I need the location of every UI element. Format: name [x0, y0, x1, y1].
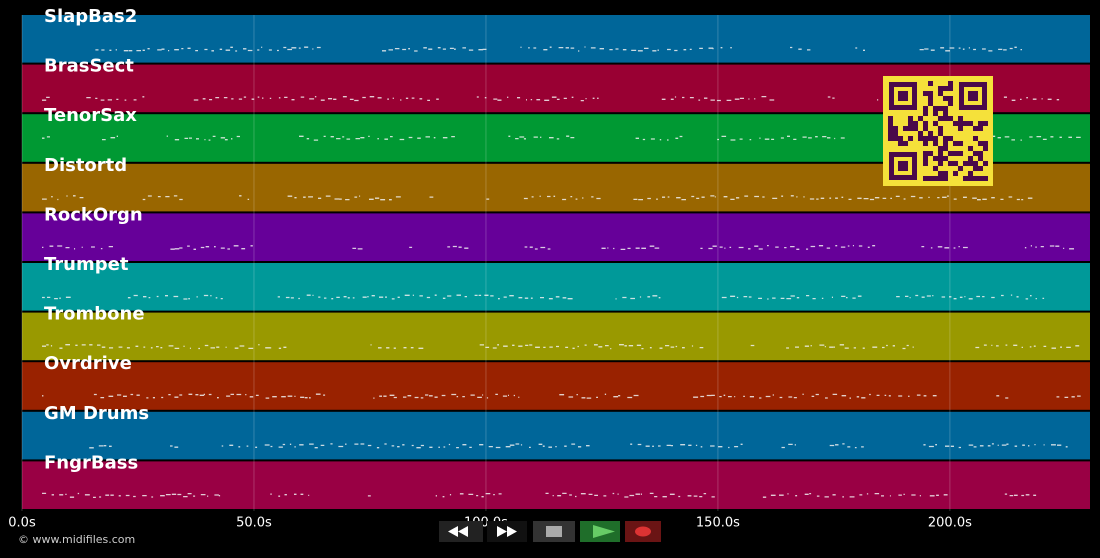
tick-label: 50.0s	[236, 516, 272, 531]
track-names: SlapBas2 BrasSect TenorSax Distortd RockOrgn…	[44, 6, 149, 473]
track-lane	[22, 15, 1090, 63]
track-name: Trumpet	[44, 254, 129, 275]
track-lane	[22, 263, 1090, 311]
tick-label: 150.0s	[696, 516, 740, 531]
note-trace	[95, 46, 1022, 52]
record-button[interactable]	[625, 521, 661, 542]
track-name: FngrBass	[44, 452, 138, 473]
track-lane	[22, 461, 1090, 509]
note-trace	[89, 443, 1068, 449]
qr-code	[883, 76, 993, 186]
note-trace	[42, 492, 1037, 499]
note-trace	[42, 344, 1080, 350]
track-lane	[22, 411, 1090, 460]
tick-label: 200.0s	[928, 516, 972, 531]
track-lane	[22, 213, 1090, 261]
note-trace	[42, 195, 1033, 201]
track-lane	[22, 362, 1090, 410]
track-name: TenorSax	[44, 105, 137, 126]
track-name: Ovrdrive	[44, 353, 132, 374]
track-name: RockOrgn	[44, 204, 143, 225]
grid: 0.0s 50.0s 100.0s 150.0s 200.0s	[8, 15, 972, 531]
track-name: Distortd	[44, 155, 127, 176]
note-trace	[42, 393, 1081, 399]
rewind-button[interactable]	[439, 521, 483, 542]
player-controls	[439, 521, 661, 542]
track-lane	[22, 312, 1090, 361]
stop-button[interactable]	[533, 521, 575, 542]
track-name: Trombone	[44, 304, 145, 325]
tick-label: 0.0s	[8, 516, 36, 531]
note-trace	[42, 244, 1074, 251]
note-trace	[42, 294, 1045, 300]
play-button[interactable]	[580, 521, 620, 542]
track-name: BrasSect	[44, 56, 134, 77]
track-name: GM Drums	[44, 403, 149, 424]
track-name: SlapBas2	[44, 6, 137, 27]
forward-button[interactable]	[487, 521, 527, 542]
tracks	[22, 15, 1090, 509]
copyright: © www.midifiles.com	[18, 533, 135, 546]
